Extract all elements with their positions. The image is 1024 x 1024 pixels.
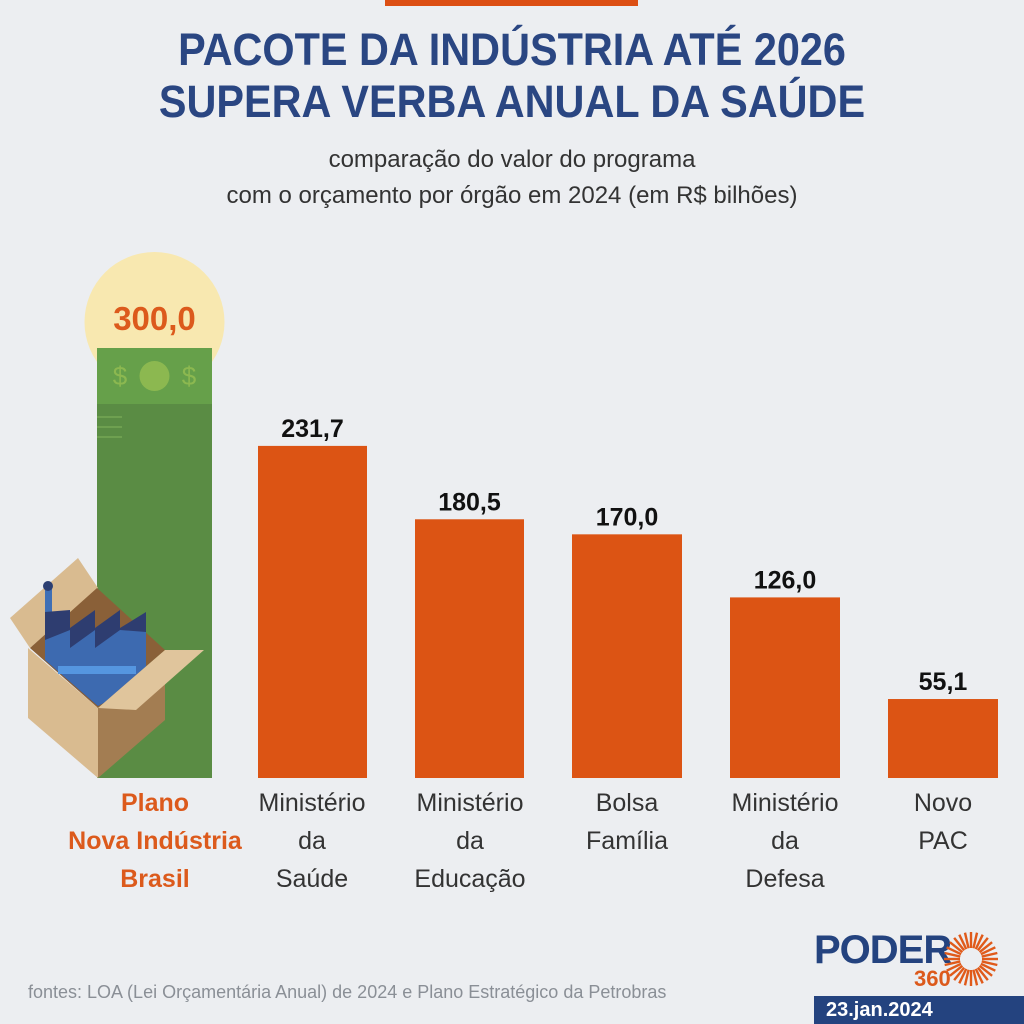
bar-value-label: 126,0 bbox=[754, 566, 817, 594]
top-accent-bar bbox=[385, 0, 638, 6]
category-label-line: Defesa bbox=[745, 865, 825, 893]
dollar-sign-icon: $ bbox=[113, 361, 128, 391]
sun-ray bbox=[944, 960, 961, 967]
logo-number: 360 bbox=[914, 966, 951, 991]
subtitle-line-2: com o orçamento por órgão em 2024 (em R$… bbox=[226, 182, 798, 209]
banknote-seal bbox=[139, 361, 170, 391]
category-label: Bolsa Família bbox=[547, 784, 707, 860]
sun-ray bbox=[958, 968, 968, 984]
source-note: fontes: LOA (Lei Orçamentária Anual) de … bbox=[28, 982, 667, 1002]
sun-ray bbox=[978, 941, 993, 954]
banknote-line bbox=[97, 426, 122, 428]
sun-ray bbox=[978, 964, 993, 977]
sun-ray bbox=[953, 937, 966, 952]
title-line-1: PACOTE DA INDÚSTRIA ATÉ 2026 bbox=[178, 24, 846, 75]
logo-text: PODER bbox=[814, 928, 952, 972]
category-label: Plano Nova Indústria Brasil bbox=[55, 784, 255, 898]
sun-ray bbox=[976, 966, 989, 981]
bar bbox=[415, 519, 524, 778]
category-label-line: Ministério bbox=[258, 789, 366, 817]
sun-ray bbox=[974, 968, 984, 984]
category-label-line: PAC bbox=[918, 827, 968, 855]
category-label-line: Brasil bbox=[120, 865, 190, 893]
sun-ray bbox=[946, 962, 962, 972]
category-label-line: Nova Indústria bbox=[68, 827, 242, 855]
category-label-line: Novo bbox=[913, 789, 973, 817]
category-label-line: Ministério bbox=[731, 789, 839, 817]
category-label-line: Educação bbox=[414, 865, 526, 893]
sun-ray bbox=[981, 960, 998, 967]
category-label-line: Saúde bbox=[275, 865, 349, 893]
bar bbox=[888, 699, 998, 778]
sun-ray bbox=[980, 946, 996, 956]
subtitle: comparação do valor do programa com o or… bbox=[0, 142, 1024, 214]
sun-ray bbox=[958, 934, 968, 950]
bar bbox=[258, 445, 367, 778]
publish-date: 23.jan.2024 bbox=[814, 996, 1024, 1024]
banknote-line bbox=[97, 436, 122, 438]
bar-value-label: 231,7 bbox=[281, 415, 344, 443]
bar-value-label: 300,0 bbox=[113, 300, 196, 337]
factory-in-box-icon bbox=[10, 558, 204, 778]
category-label: Ministério da Defesa bbox=[705, 784, 865, 898]
bar bbox=[572, 534, 682, 778]
category-label: Ministério da Educação bbox=[390, 784, 550, 898]
sun-ray bbox=[953, 966, 966, 981]
category-label: Novo PAC bbox=[863, 784, 1023, 860]
sun-ray bbox=[963, 969, 970, 986]
page-title: PACOTE DA INDÚSTRIA ATÉ 2026 SUPERA VERB… bbox=[41, 24, 983, 128]
sun-ray bbox=[972, 932, 979, 949]
category-label-line: Plano bbox=[120, 789, 190, 817]
bar-value-label: 55,1 bbox=[919, 668, 968, 696]
category-label-line: Ministério bbox=[416, 789, 524, 817]
category-label-line: da bbox=[298, 827, 326, 855]
sun-ray bbox=[944, 951, 961, 958]
sun-ray bbox=[972, 969, 979, 986]
banknote-line bbox=[97, 416, 122, 418]
bar bbox=[730, 597, 840, 778]
bar-value-label: 170,0 bbox=[596, 503, 659, 531]
category-label-line: Família bbox=[586, 827, 668, 855]
sun-ray bbox=[949, 964, 964, 977]
title-line-2: SUPERA VERBA ANUAL DA SAÚDE bbox=[158, 76, 866, 127]
sun-ray bbox=[949, 941, 964, 954]
bar-value-label: 180,5 bbox=[438, 488, 501, 516]
sun-ray bbox=[974, 934, 984, 950]
category-label-line: da bbox=[456, 827, 484, 855]
dollar-sign-icon: $ bbox=[182, 361, 197, 391]
subtitle-line-1: comparação do valor do programa bbox=[328, 146, 696, 173]
category-label-line: Bolsa bbox=[595, 789, 659, 817]
sun-ray bbox=[980, 962, 996, 972]
sun-ray bbox=[981, 951, 998, 958]
sun-rays-icon bbox=[944, 932, 998, 986]
sun-ray bbox=[976, 937, 989, 952]
sun-ray bbox=[946, 946, 962, 956]
category-label-line: da bbox=[771, 827, 799, 855]
category-label: Ministério da Saúde bbox=[232, 784, 392, 898]
sun-ray bbox=[963, 932, 970, 949]
